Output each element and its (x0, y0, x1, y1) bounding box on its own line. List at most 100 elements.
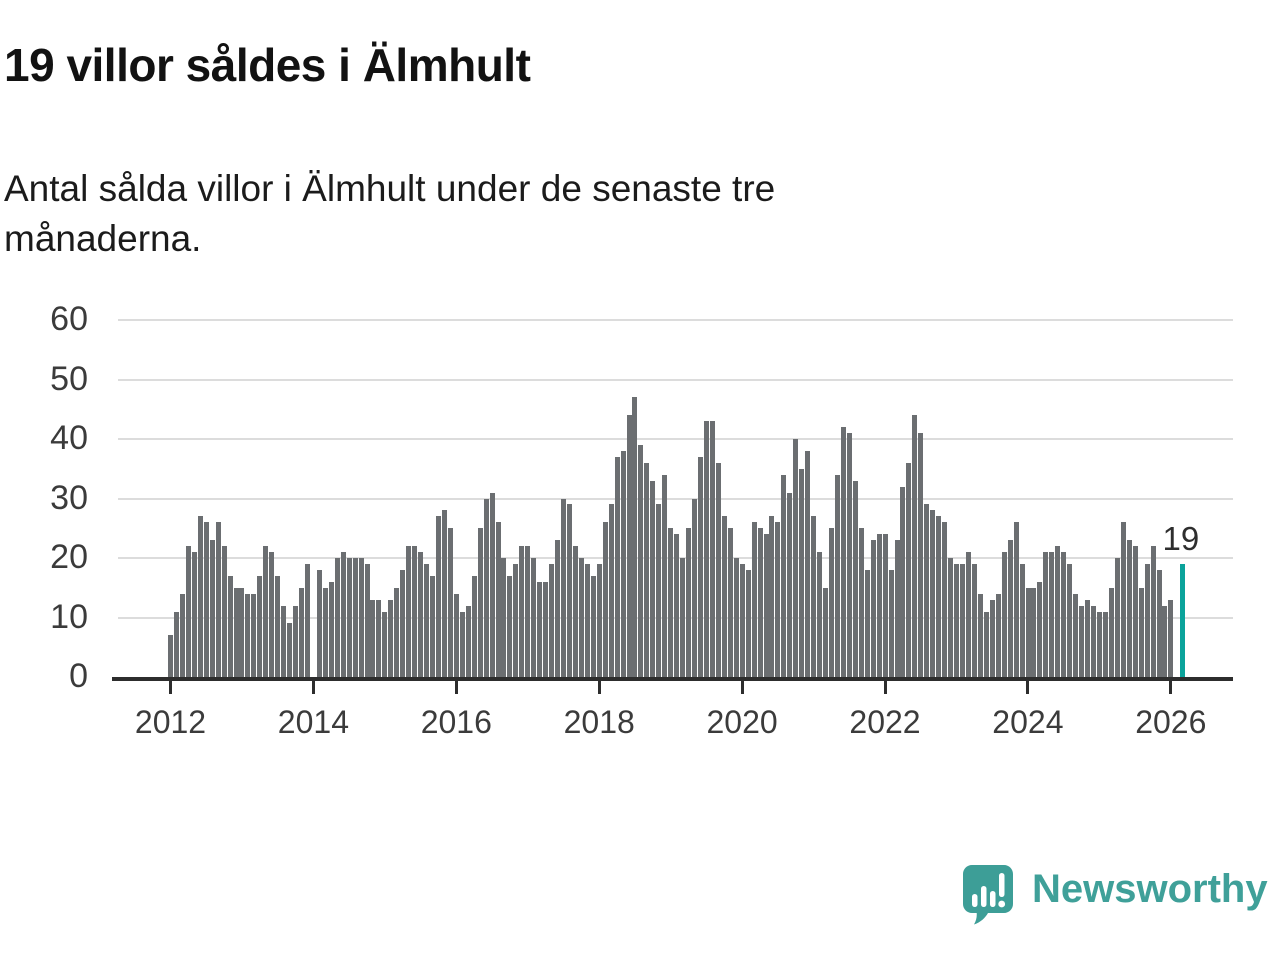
bar (840, 427, 846, 677)
bar (858, 528, 864, 677)
highlight-value-label: 19 (1162, 519, 1200, 557)
bar (1055, 546, 1061, 677)
bar (566, 504, 572, 677)
bar (757, 528, 763, 677)
bar (721, 516, 727, 677)
bar (697, 456, 703, 677)
bar (578, 558, 584, 677)
x-axis-label: 2014 (277, 704, 349, 740)
bar (400, 569, 406, 677)
y-axis-label: 20 (50, 538, 88, 576)
bar (781, 474, 787, 677)
bar (870, 540, 876, 677)
bar (763, 534, 769, 677)
bar (1067, 563, 1073, 677)
bar (304, 563, 310, 677)
bar (644, 462, 650, 677)
bar (960, 563, 965, 677)
x-axis-label: 2012 (134, 704, 207, 740)
bar (465, 605, 471, 677)
bar (614, 456, 620, 677)
bar (602, 522, 608, 677)
bar (430, 575, 436, 677)
gridline (118, 319, 1233, 321)
bar (495, 522, 501, 677)
bar (632, 397, 638, 677)
bar (477, 528, 483, 677)
bar (269, 552, 275, 677)
bar (989, 599, 995, 677)
bar (227, 575, 233, 677)
y-axis-label: 10 (50, 597, 88, 636)
y-axis-label: 40 (50, 419, 88, 457)
bar (638, 444, 644, 677)
bar (954, 563, 960, 677)
x-axis-tick (454, 681, 458, 694)
bar (709, 421, 715, 677)
bar (322, 587, 328, 677)
x-axis-tick (597, 681, 601, 694)
bar (370, 599, 376, 677)
y-axis-label: 0 (69, 657, 88, 695)
bar (894, 540, 900, 677)
bar (447, 528, 453, 677)
bar (906, 462, 912, 677)
x-axis-tick (169, 681, 172, 694)
bar (650, 480, 656, 677)
newsworthy-logo-icon (963, 865, 1013, 925)
bar (1013, 522, 1019, 677)
bar (209, 540, 215, 677)
bar (596, 563, 602, 677)
bar (1144, 563, 1150, 677)
bar (239, 587, 245, 677)
gridline (118, 497, 1233, 500)
bar (1168, 599, 1174, 677)
bar (1007, 540, 1013, 677)
x-axis-label: 2022 (849, 704, 921, 740)
bar (936, 516, 942, 677)
bar (751, 522, 757, 677)
page-title: 19 villor såldes i Älmhult (4, 39, 531, 91)
bar (888, 569, 894, 677)
bar (882, 534, 888, 677)
subtitle-line-1: Antal sålda villor i Älmhult under de se… (4, 168, 776, 209)
bar (1061, 552, 1067, 677)
bar (864, 569, 870, 677)
bar (441, 510, 447, 677)
bar (668, 528, 674, 677)
x-axis-tick (1169, 681, 1173, 694)
bar (406, 546, 412, 677)
bar (775, 522, 781, 677)
bar (382, 611, 388, 677)
bar (293, 605, 299, 677)
bar (346, 558, 352, 677)
bar (1019, 563, 1025, 677)
bar (745, 569, 751, 677)
bar (257, 575, 263, 677)
x-axis-label: 2016 (420, 704, 492, 740)
bar (1037, 581, 1043, 677)
newsworthy-logo: Newsworthy (962, 864, 1268, 926)
bar (686, 528, 692, 677)
bar (692, 498, 698, 677)
x-axis-label: 2024 (992, 704, 1064, 740)
bar (924, 504, 930, 677)
bar (459, 611, 465, 677)
bar (251, 593, 257, 677)
bar (912, 415, 918, 677)
bar (1049, 552, 1055, 677)
bar (245, 593, 251, 677)
x-axis-tick (883, 681, 887, 694)
bar (221, 546, 227, 677)
bar (376, 599, 382, 677)
bar (215, 522, 221, 677)
bar (1162, 605, 1168, 677)
bar (1001, 552, 1007, 677)
bar (185, 546, 191, 677)
bar (334, 558, 340, 677)
bar (1096, 611, 1102, 677)
bar (995, 593, 1001, 677)
bar (1126, 540, 1132, 677)
bar (590, 575, 596, 677)
bar (846, 433, 852, 677)
